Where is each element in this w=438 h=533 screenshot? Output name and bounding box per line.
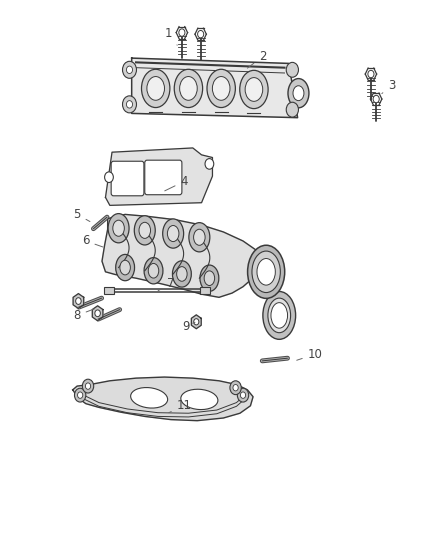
Ellipse shape [293, 86, 304, 101]
Ellipse shape [288, 78, 309, 108]
Text: 3: 3 [382, 79, 395, 94]
Ellipse shape [141, 69, 170, 108]
Polygon shape [92, 306, 103, 321]
Text: 10: 10 [297, 348, 322, 361]
Circle shape [198, 30, 204, 38]
Text: 5: 5 [74, 208, 90, 222]
Circle shape [78, 392, 83, 398]
Circle shape [230, 381, 241, 394]
Bar [104, 287, 114, 294]
Ellipse shape [212, 77, 230, 100]
Polygon shape [132, 58, 297, 118]
Ellipse shape [147, 77, 165, 100]
Ellipse shape [139, 222, 151, 238]
Circle shape [123, 96, 137, 113]
Circle shape [127, 101, 133, 108]
Circle shape [127, 66, 133, 74]
Circle shape [76, 298, 81, 304]
Ellipse shape [167, 225, 179, 241]
Ellipse shape [240, 70, 268, 109]
Circle shape [105, 172, 113, 182]
Polygon shape [73, 377, 253, 421]
Ellipse shape [247, 245, 285, 298]
Text: 8: 8 [74, 309, 94, 322]
Ellipse shape [207, 69, 235, 108]
Bar [200, 287, 210, 294]
Polygon shape [102, 214, 261, 297]
Circle shape [240, 392, 246, 398]
Ellipse shape [271, 303, 288, 328]
Ellipse shape [174, 69, 203, 108]
Circle shape [368, 70, 374, 78]
Circle shape [85, 383, 91, 389]
Circle shape [95, 310, 100, 317]
Text: 11: 11 [169, 399, 191, 413]
Circle shape [82, 379, 94, 393]
Polygon shape [191, 315, 201, 329]
Text: 9: 9 [183, 320, 195, 333]
Circle shape [286, 62, 298, 77]
Circle shape [373, 95, 379, 103]
Circle shape [123, 61, 137, 78]
Ellipse shape [134, 216, 155, 245]
Circle shape [179, 29, 185, 36]
Ellipse shape [120, 260, 131, 275]
Ellipse shape [189, 223, 210, 252]
FancyBboxPatch shape [111, 161, 144, 196]
Ellipse shape [194, 229, 205, 245]
Circle shape [233, 384, 238, 391]
Circle shape [286, 102, 298, 117]
Ellipse shape [200, 265, 219, 292]
Polygon shape [73, 294, 84, 309]
Ellipse shape [204, 271, 215, 286]
Text: 2: 2 [247, 50, 266, 68]
Ellipse shape [268, 298, 290, 333]
Ellipse shape [116, 254, 134, 281]
FancyBboxPatch shape [145, 160, 182, 195]
Text: 7: 7 [158, 277, 175, 290]
Ellipse shape [252, 251, 280, 293]
Ellipse shape [257, 259, 276, 285]
Ellipse shape [108, 214, 129, 243]
Ellipse shape [180, 77, 197, 100]
Ellipse shape [181, 389, 218, 409]
Circle shape [194, 319, 199, 325]
Ellipse shape [245, 78, 263, 101]
Polygon shape [106, 148, 212, 205]
Circle shape [205, 159, 214, 169]
Circle shape [74, 388, 86, 402]
Text: 6: 6 [82, 235, 103, 247]
Ellipse shape [113, 220, 124, 236]
Ellipse shape [162, 219, 184, 248]
Ellipse shape [263, 292, 296, 340]
Ellipse shape [148, 263, 159, 278]
Ellipse shape [144, 257, 163, 284]
Text: 1: 1 [165, 27, 177, 45]
Ellipse shape [131, 387, 168, 408]
Text: 4: 4 [165, 175, 188, 191]
Ellipse shape [177, 266, 187, 281]
Circle shape [237, 388, 249, 402]
Ellipse shape [173, 261, 191, 287]
